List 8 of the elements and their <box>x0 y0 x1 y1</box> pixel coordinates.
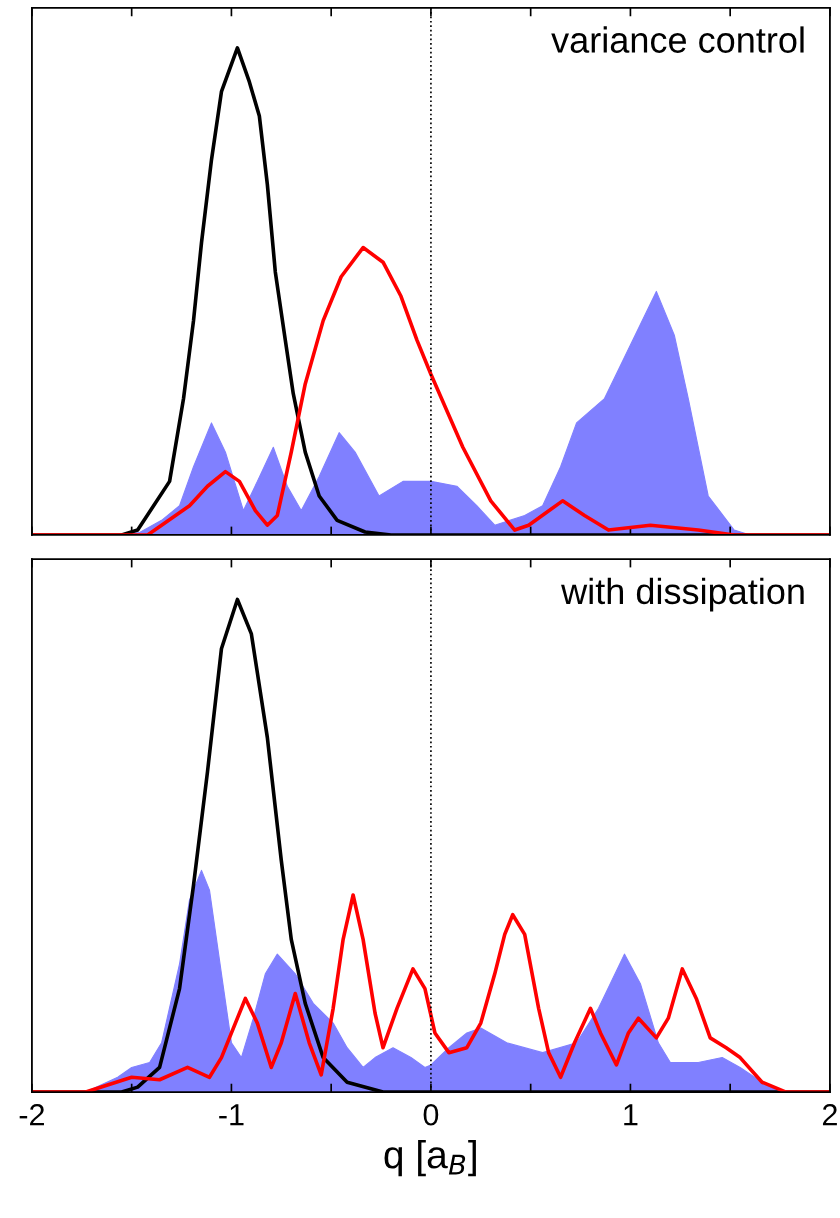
annotation: variance control <box>551 26 804 53</box>
x-axis-title: q [a$_{B}$] <box>384 1139 476 1177</box>
x-tick-label: 1 <box>624 1104 638 1126</box>
annotation: with dissipation <box>561 577 804 612</box>
x-tick-label: -1 <box>219 1104 244 1126</box>
x-tick-label: 0 <box>423 1103 439 1126</box>
x-tick-label: 2 <box>822 1103 837 1126</box>
x-tick-label: -2 <box>19 1103 44 1126</box>
